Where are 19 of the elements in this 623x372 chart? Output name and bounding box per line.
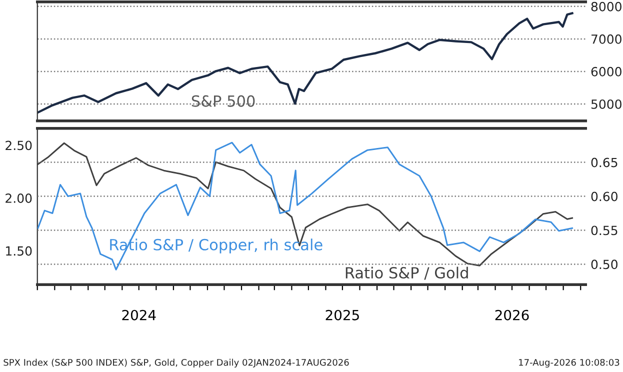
- y-tick-label: 2.50: [6, 140, 32, 150]
- x-tick-label: 2025: [326, 310, 359, 320]
- y-tick-label: 7000: [592, 34, 622, 44]
- y2-tick-label: 0.60: [591, 192, 618, 202]
- y-tick-label: 5000: [591, 99, 622, 109]
- y-tick-label: 2.00: [6, 193, 32, 203]
- y2-tick-label: 0.50: [591, 260, 618, 270]
- x-tick-label: 2026: [495, 310, 529, 320]
- y-tick-label: 1.50: [6, 246, 32, 256]
- y2-tick-label: 0.55: [591, 226, 618, 236]
- series-label: S&P 500: [192, 95, 255, 107]
- text: 17-Aug-2026 10:08:03: [519, 358, 620, 368]
- y-tick-label: 6000: [591, 66, 622, 76]
- line-series: [37, 12, 574, 114]
- y2-tick-label: 0.65: [591, 158, 618, 168]
- x-tick-label: 2024: [122, 310, 156, 320]
- series-label: Ratio S&P / Gold: [346, 266, 468, 280]
- text: SPX Index (S&P 500 INDEX) S&P, Gold, Copper Daily 02JAN2024-17AUG2026: [4, 358, 349, 368]
- y-tick-label: 8000: [591, 2, 622, 12]
